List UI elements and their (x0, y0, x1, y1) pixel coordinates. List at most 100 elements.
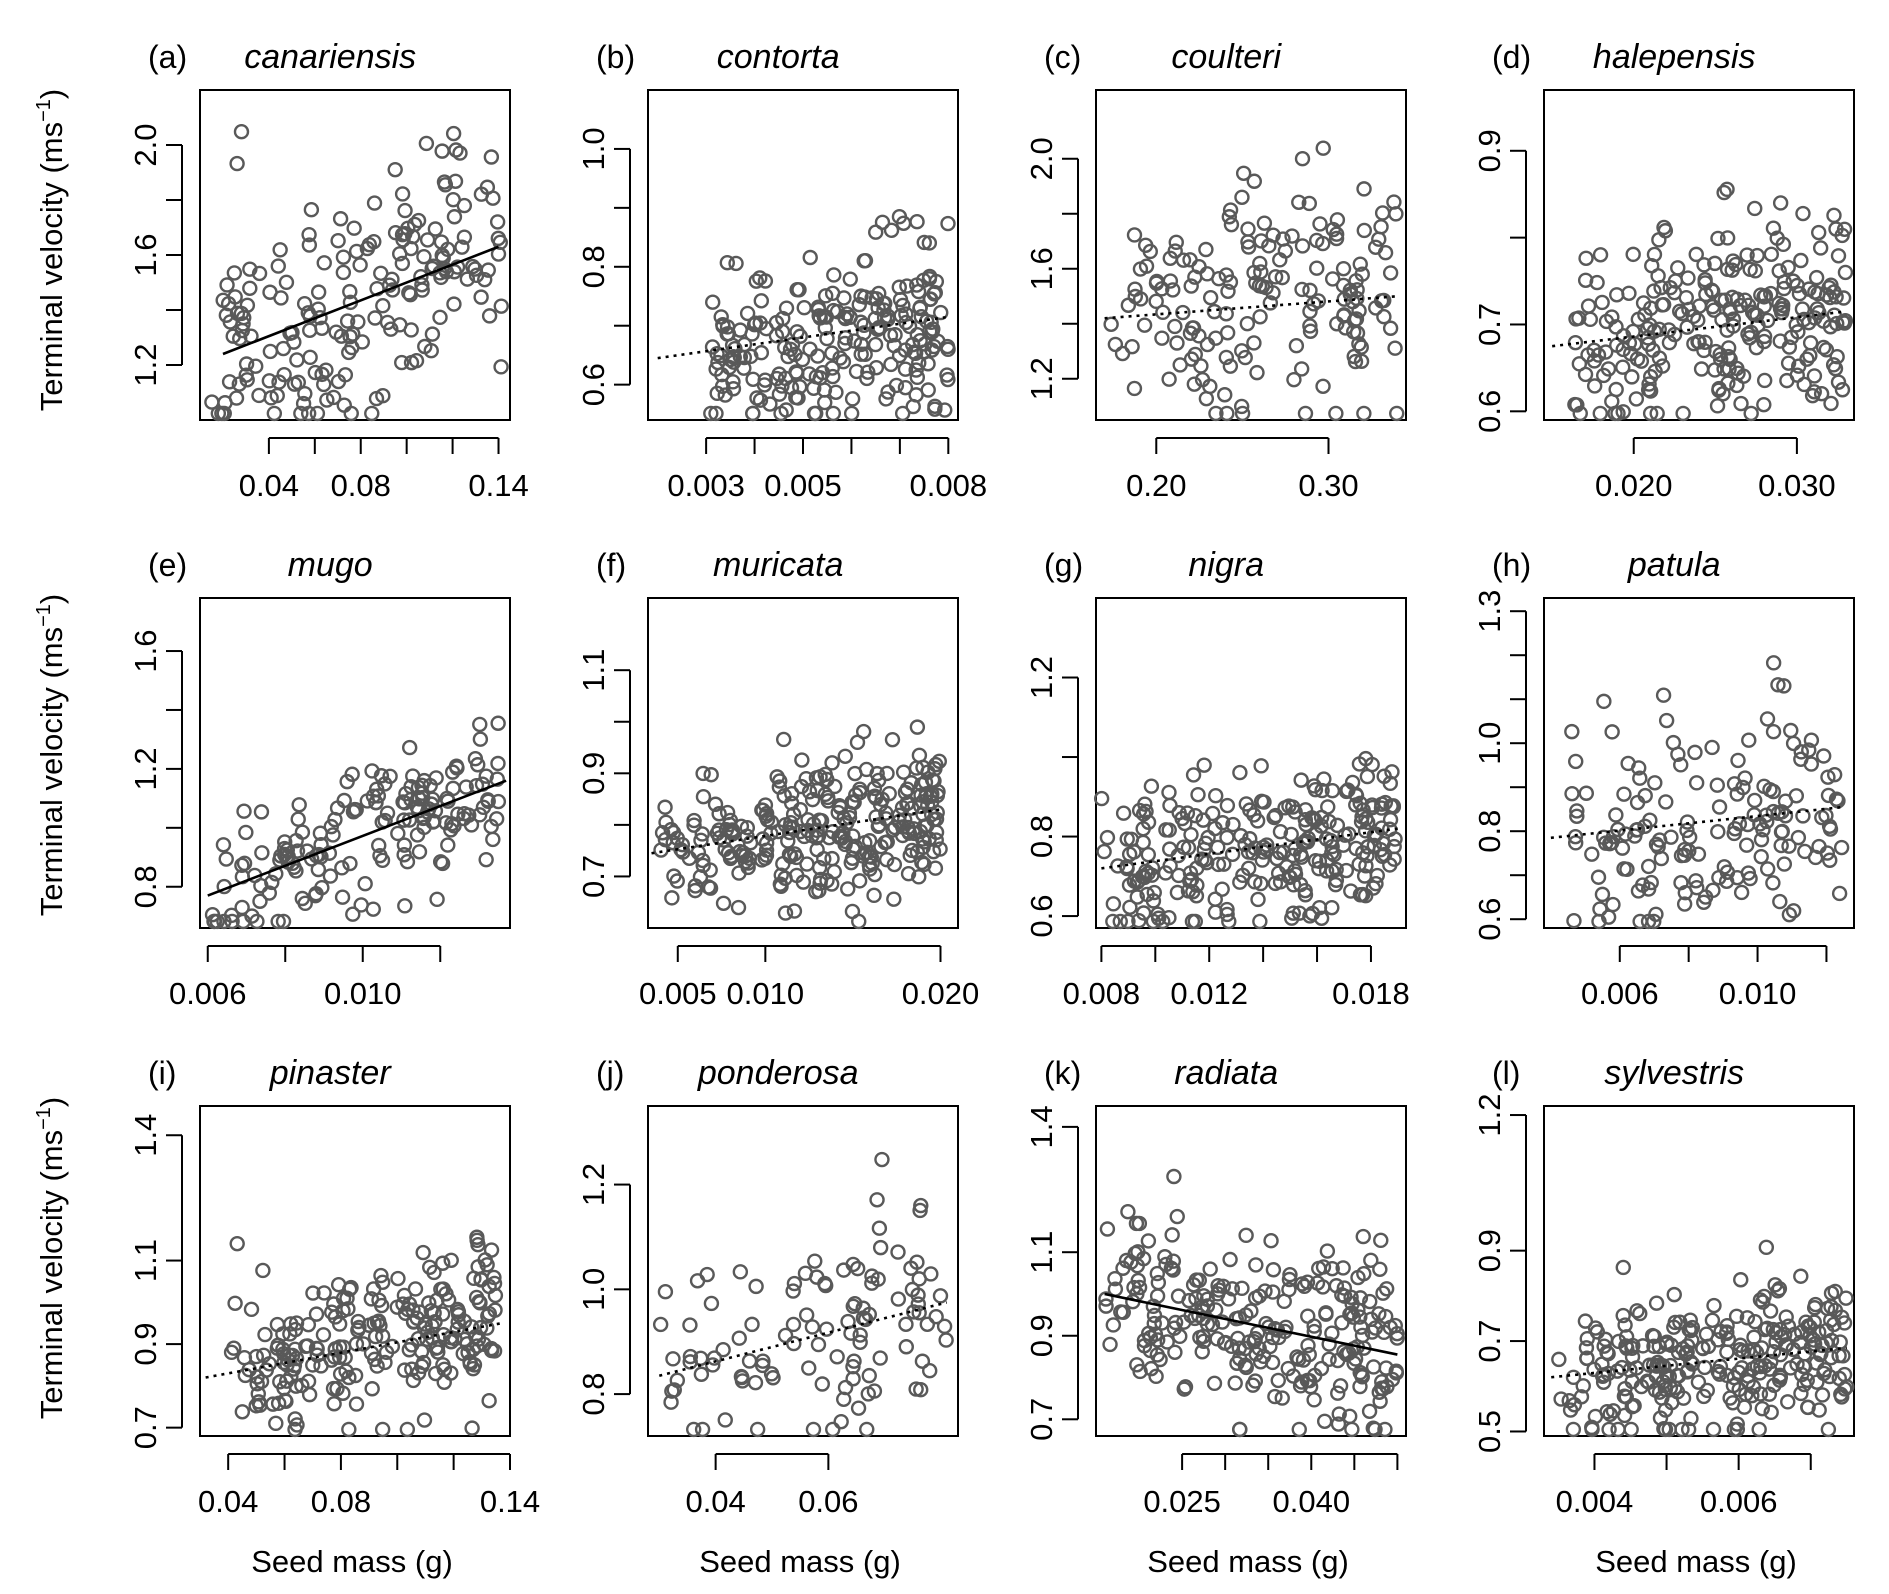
data-point (242, 280, 258, 296)
data-point (665, 1351, 681, 1367)
data-point (1604, 724, 1620, 740)
data-point (1802, 335, 1819, 351)
x-tick-label: 0.025 (1143, 1484, 1221, 1519)
data-point (1818, 287, 1835, 303)
data-point (1145, 913, 1162, 930)
data-point (776, 788, 792, 804)
data-point (1234, 343, 1250, 359)
fit-line (1552, 310, 1846, 348)
data-point (1331, 1406, 1347, 1422)
panel-tag: (h) (1492, 547, 1531, 583)
data-point (1282, 1267, 1298, 1283)
data-point (1577, 366, 1594, 383)
data-point (733, 1368, 750, 1385)
data-point (490, 755, 506, 772)
data-point (1330, 1385, 1346, 1401)
data-point (1688, 873, 1704, 889)
data-point (867, 311, 883, 327)
data-point (1335, 837, 1352, 853)
data-point (745, 405, 761, 422)
data-point (335, 264, 352, 281)
data-point (223, 1344, 240, 1361)
y-tick-label: 0.6 (576, 363, 611, 406)
data-point (305, 1285, 321, 1301)
data-point (1697, 334, 1713, 350)
data-point (1137, 237, 1154, 253)
data-point (817, 288, 834, 304)
data-point (1667, 273, 1684, 289)
data-point (1376, 309, 1392, 325)
data-point (1252, 255, 1268, 272)
y-axis-label-superscript: −1 (33, 604, 55, 627)
data-point (473, 289, 489, 305)
x-tick-label: 0.010 (1719, 976, 1797, 1011)
data-point (1781, 838, 1797, 854)
y-tick-label: 0.7 (576, 855, 611, 898)
y-tick-label: 1.6 (1024, 247, 1059, 290)
data-point (1670, 1344, 1687, 1361)
data-point (454, 239, 470, 255)
data-point (1717, 292, 1733, 308)
data-point (849, 734, 866, 751)
data-point (1232, 764, 1248, 781)
data-point (353, 897, 369, 913)
data-point (883, 356, 899, 373)
data-point (888, 377, 905, 394)
data-point (1121, 846, 1138, 862)
data-point (443, 822, 459, 838)
data-point (1336, 308, 1352, 324)
data-point (1302, 282, 1318, 299)
data-point (811, 308, 827, 324)
data-point (371, 837, 387, 854)
data-point (819, 330, 835, 347)
data-point (739, 305, 756, 322)
data-point (1819, 845, 1836, 861)
data-point (663, 1394, 679, 1410)
data-point (261, 885, 278, 901)
data-point (1107, 1270, 1123, 1287)
data-point (1759, 711, 1776, 727)
data-point (1356, 181, 1372, 197)
data-point (695, 765, 711, 782)
data-point (1206, 1375, 1223, 1392)
data-point (415, 1244, 431, 1261)
data-point (1246, 1334, 1262, 1350)
data-point (400, 1301, 416, 1318)
data-point (316, 255, 332, 271)
data-point (268, 866, 284, 882)
data-point (1735, 779, 1751, 796)
data-point (280, 1352, 296, 1368)
data-point (1168, 234, 1184, 251)
data-point (1344, 1421, 1360, 1438)
data-point (1765, 655, 1782, 671)
data-point (1759, 861, 1776, 877)
data-point (1115, 805, 1132, 821)
data-point (252, 893, 268, 909)
data-point (1651, 321, 1667, 338)
data-point (744, 326, 760, 342)
data-point (1827, 360, 1844, 377)
data-point (1154, 281, 1170, 297)
data-point (1568, 311, 1584, 327)
panel-halepensis: halepensis (d) 0.020 0.030 0.6 0.7 0.9 (1472, 38, 1855, 503)
plot-frame (199, 1105, 511, 1437)
data-point (1102, 1336, 1118, 1353)
data-point (1157, 1249, 1173, 1265)
data-point (1733, 884, 1750, 901)
data-point (1158, 822, 1174, 838)
data-point (1586, 378, 1603, 394)
data-point (234, 1404, 251, 1420)
data-point (1249, 813, 1266, 829)
data-point (1834, 227, 1850, 244)
data-point (1307, 781, 1324, 798)
data-point (490, 793, 507, 810)
data-point (309, 405, 326, 422)
data-point (288, 832, 304, 849)
data-point (771, 386, 788, 402)
data-point (824, 850, 840, 867)
data-point (1589, 1324, 1606, 1340)
data-point (1757, 1358, 1773, 1374)
data-point (1302, 303, 1318, 320)
data-point (744, 1316, 760, 1333)
data-point (479, 1320, 495, 1336)
